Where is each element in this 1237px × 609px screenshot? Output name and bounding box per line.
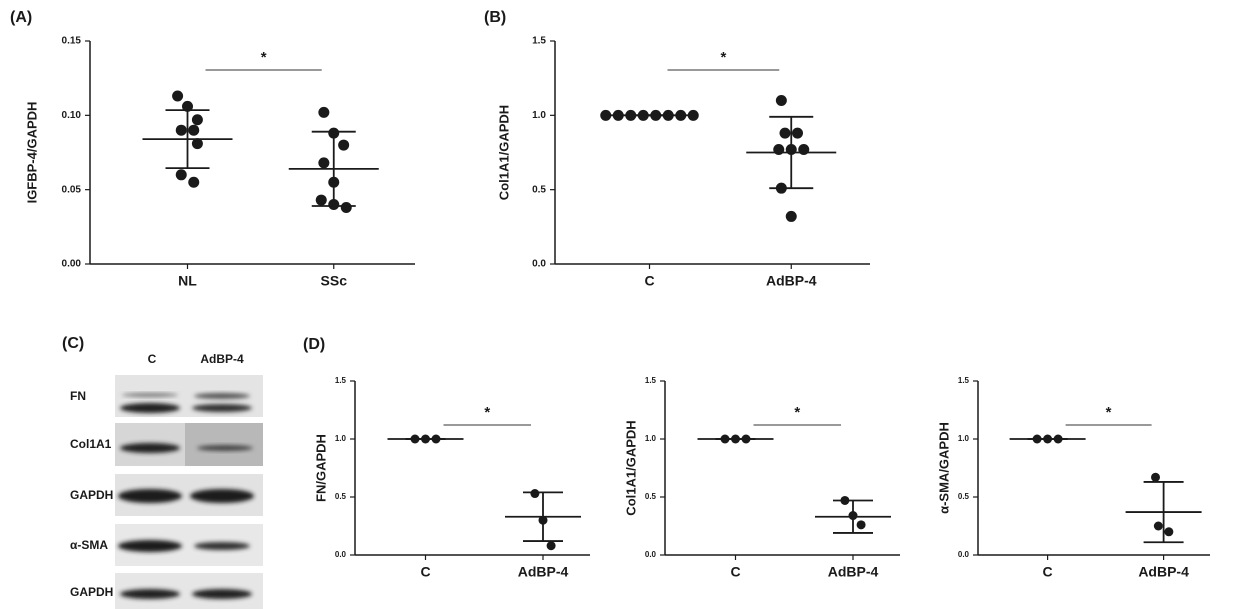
y-tick-label: 1.0 <box>958 434 970 443</box>
data-point <box>175 124 187 136</box>
blot-band <box>118 489 182 503</box>
data-point <box>318 106 330 118</box>
data-point <box>1151 472 1160 482</box>
blot-band <box>190 489 254 503</box>
y-tick-label: 0.0 <box>645 550 657 559</box>
data-point <box>775 94 787 106</box>
blot-row-label: FN <box>70 389 86 403</box>
panel-label: (A) <box>10 9 32 26</box>
y-tick-label: 0.0 <box>958 550 970 559</box>
data-point <box>530 489 540 499</box>
data-point <box>191 114 203 126</box>
western-blot: (C) C AdBP-4 FN Col1A1 GAPDH α-SMA GAPDH <box>62 335 263 609</box>
significance-label: * <box>261 49 267 66</box>
blot-strip <box>185 423 263 466</box>
y-axis-label: Col1A1/GAPDH <box>496 105 511 200</box>
data-point <box>546 541 556 551</box>
significance-label: * <box>484 404 490 421</box>
data-point <box>315 194 327 206</box>
blot-band <box>120 403 180 413</box>
y-tick-label: 0.10 <box>62 110 82 121</box>
blot-row-label: Col1A1 <box>70 437 112 451</box>
x-tick-label: C <box>644 273 654 289</box>
data-point <box>1153 521 1163 531</box>
data-point <box>779 127 791 139</box>
data-point <box>792 127 803 139</box>
blot-column-label: AdBP-4 <box>200 352 244 366</box>
y-tick-label: 0.5 <box>958 492 970 501</box>
x-tick-label: AdBP-4 <box>1138 564 1189 580</box>
blot-band <box>192 589 252 599</box>
y-axis-label: Col1A1/GAPDH <box>623 420 638 515</box>
blot-band <box>120 443 180 453</box>
y-axis-label: FN/GAPDH <box>313 434 328 502</box>
blot-band <box>122 393 178 397</box>
y-tick-label: 1.5 <box>532 36 546 47</box>
y-tick-label: 0.15 <box>62 36 82 47</box>
x-tick-label: AdBP-4 <box>518 564 569 580</box>
y-tick-label: 0.5 <box>335 492 347 501</box>
blot-column-label: C <box>148 352 157 366</box>
y-axis-label: α-SMA/GAPDH <box>936 422 951 514</box>
y-tick-label: 0.00 <box>62 259 82 270</box>
x-tick-label: SSc <box>321 273 348 289</box>
y-tick-label: 1.0 <box>532 110 546 121</box>
data-point <box>1164 527 1174 537</box>
x-tick-label: AdBP-4 <box>766 273 817 289</box>
blot-band <box>192 404 252 412</box>
data-point <box>340 202 352 214</box>
data-point <box>188 176 200 188</box>
y-axis-label: IGFBP-4/GAPDH <box>24 102 39 204</box>
x-tick-label: C <box>730 564 740 580</box>
blot-band <box>120 589 180 599</box>
x-tick-label: C <box>1043 564 1053 580</box>
panel-label: (C) <box>62 335 84 352</box>
y-tick-label: 0.0 <box>532 259 546 270</box>
blot-row-label: GAPDH <box>70 585 113 599</box>
y-tick-label: 1.5 <box>645 376 657 385</box>
data-point <box>182 100 193 112</box>
y-tick-label: 0.0 <box>335 550 347 559</box>
y-tick-label: 1.0 <box>335 434 347 443</box>
data-point <box>338 139 350 151</box>
y-tick-label: 0.5 <box>532 184 546 195</box>
data-point <box>172 90 184 102</box>
y-tick-label: 0.05 <box>62 184 82 195</box>
data-point <box>188 124 200 136</box>
data-point <box>318 157 330 169</box>
panel-label: (B) <box>484 9 506 26</box>
data-point <box>175 169 187 181</box>
panel-label: (D) <box>303 336 325 353</box>
y-tick-label: 0.5 <box>645 492 657 501</box>
significance-label: * <box>794 404 800 421</box>
data-point <box>856 520 866 530</box>
blot-band <box>197 445 253 451</box>
data-point <box>191 138 203 150</box>
x-tick-label: AdBP-4 <box>828 564 879 580</box>
blot-band <box>118 540 182 552</box>
x-tick-label: C <box>420 564 430 580</box>
blot-band <box>194 542 250 550</box>
significance-label: * <box>720 49 726 66</box>
y-tick-label: 1.0 <box>645 434 657 443</box>
blot-row-label: GAPDH <box>70 488 113 502</box>
significance-label: * <box>1106 404 1112 421</box>
y-tick-label: 1.5 <box>335 376 347 385</box>
data-point <box>785 210 797 222</box>
blot-band <box>194 393 250 399</box>
blot-row-label: α-SMA <box>70 538 108 552</box>
x-tick-label: NL <box>178 273 197 289</box>
y-tick-label: 1.5 <box>958 376 970 385</box>
